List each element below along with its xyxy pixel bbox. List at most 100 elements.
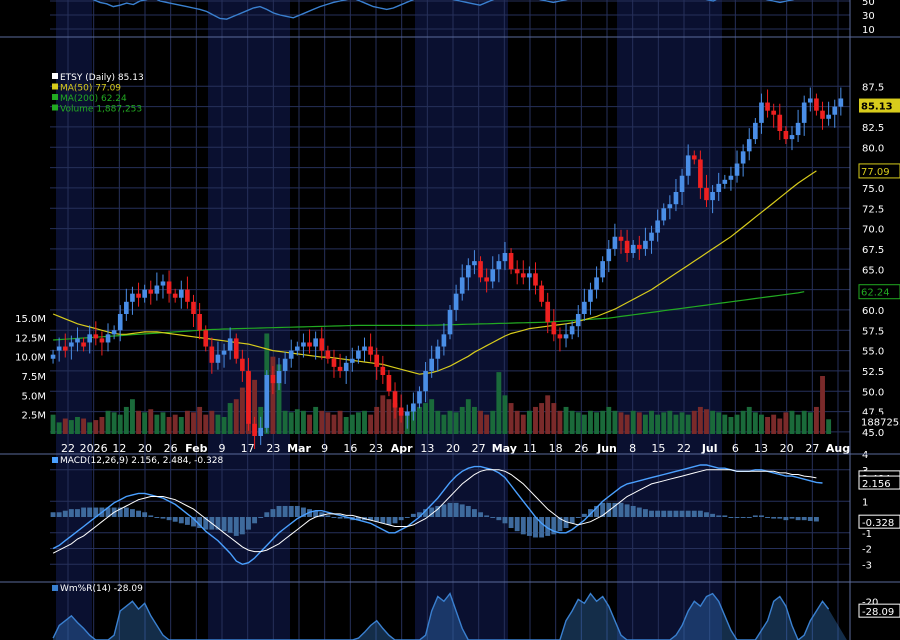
macd-histogram-bar [215, 517, 221, 530]
volume-bar [520, 414, 526, 434]
macd-histogram-bar [807, 517, 813, 521]
macd-histogram-bar [673, 510, 679, 517]
candle-body [679, 175, 685, 192]
volume-bar [191, 412, 196, 434]
macd-histogram-bar [75, 509, 80, 517]
volume-bar [105, 410, 111, 434]
candle-body [777, 114, 783, 131]
volume-bar [710, 410, 716, 434]
price-legend-entry: MA(50) 77.09 [60, 84, 121, 94]
volume-bar [667, 410, 673, 434]
date-tick-label: 15 [651, 442, 665, 455]
macd-histogram-bar [142, 512, 148, 517]
date-tick-label: 22 [677, 442, 691, 455]
macd-histogram-bar [68, 509, 74, 517]
volume-bar [99, 416, 105, 434]
volume-bar [203, 414, 209, 434]
macd-line [52, 464, 823, 566]
volume-bar [447, 410, 453, 434]
macd-histogram-bar [184, 517, 190, 525]
candle-body [380, 366, 386, 375]
date-tick-label: Jun [596, 442, 617, 455]
legend-swatch [52, 73, 58, 79]
wmr-area [53, 593, 847, 640]
macd-histogram-bar [734, 517, 740, 518]
price-tick-label: 67.5 [862, 245, 884, 256]
macd-histogram-bar [417, 512, 422, 517]
volume-bar [62, 418, 68, 434]
date-tick-label: 9 [219, 442, 226, 455]
volume-bar [343, 416, 349, 434]
volume-bar [630, 410, 636, 434]
macd-histogram-bar [343, 517, 349, 519]
candle-body [759, 102, 764, 123]
candle-body [398, 407, 404, 416]
macd-histogram-bar [624, 504, 630, 517]
volume-bar [478, 410, 483, 434]
volume-bar [539, 403, 545, 434]
volume-bar [233, 399, 239, 434]
macd-histogram-bar [502, 517, 508, 524]
date-tick-label: 20 [446, 442, 460, 455]
top-wmr-line [92, 0, 795, 20]
volume-bar [252, 379, 258, 434]
candle-body [69, 342, 74, 347]
price-tick-label: 72.5 [862, 204, 884, 215]
candle-body [386, 375, 392, 392]
candle-body [215, 354, 221, 363]
candle-body [545, 301, 551, 323]
macd-histogram-bar [429, 507, 435, 517]
macd-histogram-bar [154, 517, 160, 518]
macd-last-value-label: -0.328 [862, 518, 894, 529]
volume-tick-label: 10.0M [15, 353, 46, 364]
date-tick-label: 11 [523, 442, 537, 455]
volume-bar [337, 410, 343, 434]
candle-body [142, 289, 147, 298]
candle-body [124, 301, 129, 314]
price-legend-entry: ETSY (Daily) 85.13 [60, 73, 144, 83]
candle-body [618, 236, 624, 241]
candle-body [148, 289, 154, 294]
volume-bar [239, 387, 245, 434]
volume-bar [184, 410, 190, 434]
candle-body [826, 114, 831, 119]
volume-bar [575, 412, 581, 434]
macd-histogram-bar [386, 517, 392, 525]
macd-histogram-bar [514, 517, 520, 532]
volume-bar [600, 410, 606, 434]
candle-body [838, 98, 844, 107]
date-tick-label: 27 [472, 442, 486, 455]
macd-histogram-bar [697, 510, 703, 517]
macd-histogram-bar [270, 509, 276, 517]
volume-bar [465, 399, 471, 434]
last-value-box [858, 163, 900, 179]
macd-histogram-bar [661, 510, 667, 517]
candle-body [178, 289, 184, 298]
candle-body [319, 338, 325, 351]
volume-bar [697, 406, 703, 434]
macd-histogram-bar [691, 510, 697, 517]
volume-bar [612, 410, 618, 434]
candle-body [496, 261, 502, 270]
candle-body [368, 346, 373, 355]
volume-bar [471, 406, 477, 434]
volume-bar [172, 414, 178, 434]
volume-bar [722, 414, 728, 434]
candle-body [807, 98, 813, 103]
macd-histogram-bar [600, 502, 606, 517]
volume-bar [728, 416, 734, 434]
volume-bar [618, 412, 624, 434]
date-tick-label: Mar [287, 442, 311, 455]
macd-histogram-bar [136, 510, 141, 517]
volume-bar [716, 412, 722, 434]
candle-body [136, 293, 141, 298]
wmr-last-value-label: -28.09 [862, 607, 894, 618]
macd-tick-label: -1 [862, 529, 872, 540]
macd-histogram-bar [508, 517, 514, 529]
macd-histogram-bar [300, 507, 306, 517]
macd-histogram-bar [331, 517, 337, 518]
candle-body [478, 261, 483, 278]
candle-body [814, 98, 819, 111]
candle-body [362, 346, 367, 351]
date-tick-label: 17 [241, 442, 255, 455]
